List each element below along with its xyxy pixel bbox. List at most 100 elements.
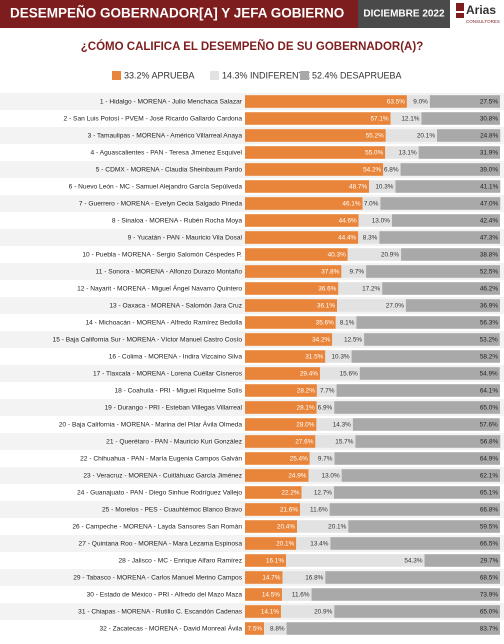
value-label: 10.3% (331, 354, 349, 361)
bar-segment (329, 503, 500, 516)
value-label: 65.0% (480, 405, 498, 412)
value-label: 46.2% (480, 286, 498, 293)
bar-segment (245, 248, 348, 261)
value-label: 66.5% (480, 541, 498, 548)
value-label: 25.4% (290, 456, 308, 463)
category-label: 20 - Baja California - MORENA - Marina d… (59, 419, 243, 428)
value-label: 16.8% (305, 575, 323, 582)
chart-title: DESEMPEÑO GOBERNADOR[A] Y JEFA GOBIERNO (10, 6, 344, 21)
value-label: 28.1% (297, 405, 315, 412)
value-label: 8.1% (340, 320, 355, 327)
value-label: 6.8% (384, 167, 399, 174)
category-label: 32 - Zacatecas - MORENA - David Monreal … (99, 623, 242, 632)
value-label: 29.7% (480, 558, 498, 565)
value-label: 55.0% (365, 150, 383, 157)
value-label: 56.3% (480, 320, 498, 327)
value-label: 21.6% (280, 507, 298, 514)
bar-segment (245, 333, 333, 346)
bar-segment (366, 265, 500, 278)
bar-segment (359, 367, 500, 380)
category-label: 17 - Tlaxcala - MORENA - Lorena Cuéllar … (93, 370, 243, 377)
value-label: 20.4% (277, 524, 295, 531)
bar-segment (281, 588, 312, 601)
value-label: 14.1% (261, 609, 279, 616)
bar-segment (245, 622, 265, 635)
bar-segment (245, 214, 359, 227)
logo-icon (456, 3, 464, 11)
header-bar (0, 0, 358, 28)
value-label: 20.1% (417, 133, 435, 140)
value-label: 12.5% (344, 337, 362, 344)
category-label: 27 - Quintana Roo - MORENA - Mara Lezama… (79, 540, 243, 547)
bar-segment (334, 605, 500, 618)
bar-segment (437, 129, 501, 142)
value-label: 65.0% (480, 609, 498, 616)
value-label: 40.3% (328, 252, 346, 259)
value-label: 11.6% (310, 507, 328, 514)
value-label: 6.9% (318, 405, 333, 412)
bar-segment (316, 384, 337, 397)
value-label: 7.0% (364, 201, 379, 208)
value-label: 54.9% (480, 371, 498, 378)
value-label: 8.8% (270, 626, 285, 633)
value-label: 9.7% (350, 269, 365, 276)
value-label: 57.1% (370, 116, 388, 123)
value-label: 58.2% (480, 354, 498, 361)
bar-segment (245, 282, 339, 295)
category-label: 29 - Tabasco - MORENA - Carlos Manuel Me… (73, 574, 243, 581)
bar-segment (297, 520, 349, 533)
bar-segment (245, 503, 301, 516)
bar-segment (245, 265, 342, 278)
bar-segment (245, 367, 320, 380)
value-label: 68.5% (480, 575, 498, 582)
value-label: 20.9% (314, 609, 332, 616)
date: DICIEMBRE 2022 (363, 9, 445, 20)
category-label: 13 - Oaxaca - MORENA - Salomón Jara Cruz (109, 302, 242, 309)
legend: 33.2% APRUEBA 14.3% INDIFERENTE 52.4% DESA… (112, 70, 402, 80)
category-label: 25 - Morelos - PES - Cuauhtémoc Blanco B… (102, 506, 242, 513)
value-label: 35.6% (316, 320, 334, 327)
bar-segment (336, 384, 500, 397)
bar-segment (245, 537, 297, 550)
category-label: 10 - Puebla - MORENA - Sergio Salomón Cé… (82, 251, 242, 258)
value-label: 53.2% (480, 337, 498, 344)
bar-segment (280, 605, 335, 618)
bar-segment (319, 367, 360, 380)
bar-segment (245, 401, 317, 414)
category-label: 31 - Chiapas - MORENA - Rutilio C. Escan… (78, 608, 243, 615)
legend-label: 14.3% INDIFERENTE (222, 70, 310, 80)
bar-segment (364, 333, 500, 346)
bar-segment (347, 248, 402, 261)
legend-label: 52.4% DESAPRUEBA (312, 70, 402, 80)
bar-segment (245, 180, 370, 193)
value-label: 44.4% (338, 235, 356, 242)
value-label: 11.6% (292, 592, 310, 599)
bar-segment (335, 316, 357, 329)
value-label: 34.2% (312, 337, 330, 344)
value-label: 36.9% (480, 303, 498, 310)
category-label: 3 - Tamaulipas - MORENA - Américo Villar… (88, 132, 243, 139)
bar-segment (400, 163, 500, 176)
value-label: 28.2% (297, 388, 315, 395)
bar-segment (264, 622, 287, 635)
bar-segment (333, 486, 500, 499)
value-label: 24.8% (480, 133, 498, 140)
value-label: 37.8% (321, 269, 339, 276)
bar-segment (245, 299, 338, 312)
value-label: 55.2% (366, 133, 384, 140)
value-label: 31.9% (480, 150, 498, 157)
value-label: 20.1% (328, 524, 346, 531)
value-label: 39.0% (480, 167, 498, 174)
value-label: 7.7% (320, 388, 335, 395)
bar-segment (382, 282, 500, 295)
bar-segment (351, 350, 500, 363)
bar-segment (245, 452, 310, 465)
value-label: 31.5% (305, 354, 323, 361)
value-label: 42.4% (480, 218, 498, 225)
category-label: 22 - Chihuahua - PAN - María Eugenia Cam… (80, 455, 242, 462)
bar-segment (334, 452, 500, 465)
category-label: 28 - Jalisco - MC - Enrique Alfaro Ramír… (119, 557, 243, 564)
bar-segment (245, 486, 302, 499)
value-label: 13.0% (372, 218, 390, 225)
value-label: 14.7% (262, 575, 280, 582)
